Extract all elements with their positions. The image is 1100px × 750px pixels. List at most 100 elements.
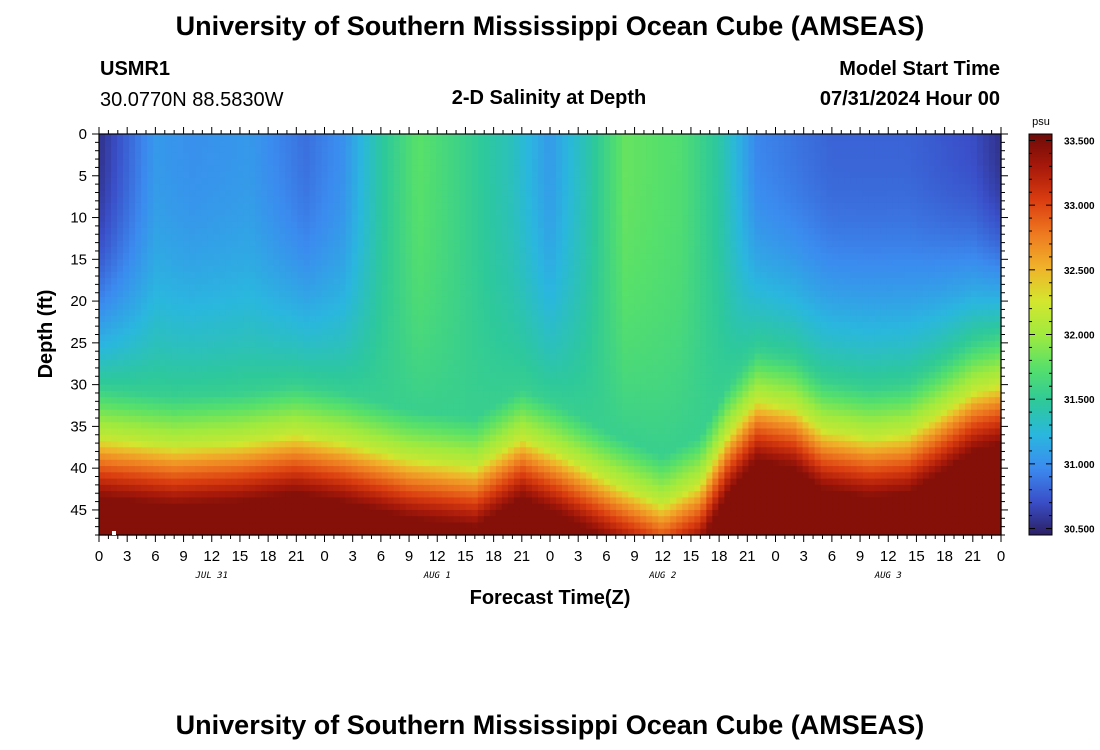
heatmap-cell [489, 278, 497, 285]
heatmap-cell [237, 215, 244, 223]
heatmap-cell [453, 240, 461, 248]
heatmap-cell [405, 234, 413, 242]
heatmap-cell [387, 434, 395, 442]
heatmap-cell [297, 334, 305, 342]
heatmap-cell [550, 478, 557, 486]
heatmap-cell [213, 146, 220, 154]
heatmap-cell [141, 453, 148, 461]
heatmap-cell [447, 215, 455, 223]
heatmap-cell [543, 221, 551, 229]
heatmap-cell [177, 472, 184, 480]
heatmap-cell [129, 152, 136, 160]
heatmap-cell [261, 171, 268, 179]
heatmap-cell [213, 503, 220, 511]
heatmap-cell [435, 415, 443, 423]
heatmap-cell [562, 491, 569, 499]
heatmap-cell [477, 365, 485, 373]
heatmap-cell [105, 403, 112, 411]
heatmap-cell [453, 422, 461, 430]
heatmap-cell [285, 428, 293, 436]
heatmap-cell [153, 359, 160, 367]
heatmap-cell [231, 509, 238, 517]
heatmap-cell [513, 134, 521, 141]
heatmap-cell [183, 403, 190, 411]
heatmap-cell [147, 403, 154, 411]
heatmap-cell [489, 309, 497, 317]
heatmap-cell [195, 415, 202, 423]
heatmap-cell [495, 478, 503, 486]
heatmap-cell [363, 134, 371, 141]
heatmap-cell [393, 409, 401, 417]
heatmap-cell [411, 359, 419, 367]
heatmap-cell [237, 152, 244, 160]
heatmap-cell [273, 472, 280, 480]
heatmap-cell [531, 165, 539, 173]
heatmap-cell [345, 390, 353, 398]
heatmap-cell [159, 278, 166, 285]
heatmap-cell [315, 403, 323, 411]
heatmap-cell [489, 403, 497, 411]
heatmap-cell [453, 290, 461, 298]
heatmap-cell [459, 246, 467, 254]
heatmap-cell [117, 347, 124, 354]
heatmap-cell [189, 516, 196, 524]
heatmap-cell [351, 146, 359, 154]
heatmap-cell [387, 328, 395, 336]
heatmap-cell [309, 359, 317, 367]
heatmap-cell [483, 284, 491, 292]
heatmap-cell [249, 347, 256, 354]
heatmap-cell [207, 384, 214, 392]
heatmap-cell [255, 284, 262, 292]
heatmap-cell [99, 522, 106, 530]
heatmap-cell [243, 472, 250, 480]
heatmap-cell [309, 478, 317, 486]
heatmap-cell [345, 271, 353, 279]
heatmap-cell [483, 246, 491, 254]
heatmap-cell [201, 321, 208, 329]
heatmap-cell [441, 278, 449, 285]
heatmap-cell [135, 378, 142, 386]
heatmap-cell [273, 491, 280, 499]
heatmap-cell [213, 428, 220, 436]
heatmap-cell [405, 328, 413, 336]
heatmap-cell [405, 472, 413, 480]
heatmap-cell [423, 484, 431, 492]
heatmap-cell [213, 134, 220, 141]
heatmap-cell [201, 522, 208, 530]
heatmap-cell [423, 221, 431, 229]
heatmap-cell [237, 403, 244, 411]
heatmap-cell [550, 202, 557, 210]
heatmap-cell [393, 134, 401, 141]
heatmap-cell [327, 503, 335, 511]
heatmap-cell [219, 303, 226, 311]
heatmap-cell [291, 472, 299, 480]
heatmap-cell [291, 328, 299, 336]
heatmap-cell [165, 334, 172, 342]
heatmap-cell [291, 140, 299, 148]
heatmap-cell [357, 522, 365, 530]
heatmap-cell [435, 491, 443, 499]
heatmap-cell [117, 334, 124, 342]
heatmap-cell [165, 253, 172, 260]
heatmap-cell [171, 284, 178, 292]
heatmap-cell [177, 159, 184, 166]
heatmap-cell [243, 484, 250, 492]
heatmap-cell [279, 428, 287, 436]
heatmap-cell [387, 209, 395, 217]
heatmap-cell [189, 246, 196, 254]
heatmap-cell [195, 491, 202, 499]
heatmap-cell [219, 253, 226, 260]
heatmap-cell [225, 215, 232, 223]
heatmap-cell [465, 290, 473, 298]
heatmap-cell [129, 409, 136, 417]
heatmap-cell [207, 334, 214, 342]
heatmap-cell [363, 347, 371, 354]
heatmap-cell [165, 177, 172, 185]
heatmap-cell [399, 503, 407, 511]
heatmap-cell [399, 516, 407, 524]
heatmap-cell [531, 428, 539, 436]
heatmap-cell [165, 315, 172, 323]
heatmap-cell [201, 265, 208, 273]
heatmap-cell [333, 453, 341, 461]
heatmap-cell [429, 171, 437, 179]
